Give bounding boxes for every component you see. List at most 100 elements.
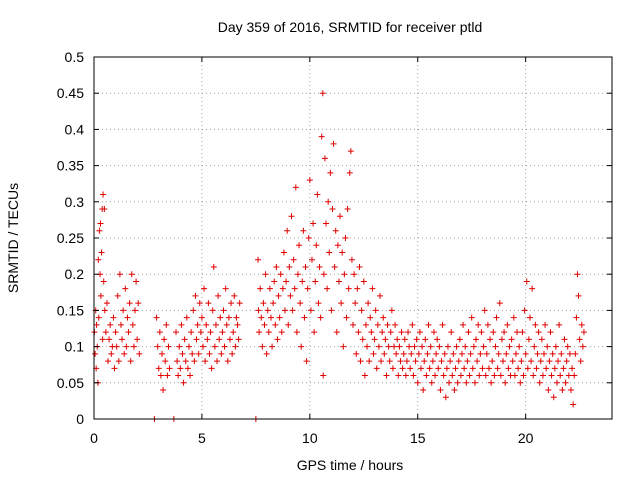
data-point [206, 350, 213, 357]
data-point [372, 307, 379, 314]
data-point [553, 379, 560, 386]
data-point [488, 379, 495, 386]
data-point [408, 350, 415, 357]
x-tick-label: 10 [302, 430, 318, 446]
data-point [359, 336, 366, 343]
data-point [483, 350, 490, 357]
data-point [95, 314, 102, 321]
data-point [108, 350, 115, 357]
data-point [405, 329, 412, 336]
data-point [157, 372, 164, 379]
data-point [346, 169, 353, 176]
data-point [288, 213, 295, 220]
data-point [420, 387, 427, 394]
data-point [465, 329, 472, 336]
data-point [101, 307, 108, 314]
data-point [183, 314, 190, 321]
data-point [339, 249, 346, 256]
data-point [395, 372, 402, 379]
data-point [323, 220, 330, 227]
data-point [103, 300, 110, 307]
data-point [203, 321, 210, 328]
data-point [544, 343, 551, 350]
data-point [198, 314, 205, 321]
data-point [192, 292, 199, 299]
data-point [182, 358, 189, 365]
data-point [280, 249, 287, 256]
data-point [153, 314, 160, 321]
data-point [481, 307, 488, 314]
data-point [208, 365, 215, 372]
data-point [424, 350, 431, 357]
data-point [478, 329, 485, 336]
data-point [430, 329, 437, 336]
data-point [360, 278, 367, 285]
data-point [558, 350, 565, 357]
data-point [294, 271, 301, 278]
data-point [255, 256, 262, 263]
data-point [180, 379, 187, 386]
data-point [438, 358, 445, 365]
data-point [548, 372, 555, 379]
data-point [129, 321, 136, 328]
chart-title: Day 359 of 2016, SRMTID for receiver ptl… [218, 19, 483, 35]
data-point [229, 350, 236, 357]
x-axis-label: GPS time / hours [297, 457, 404, 473]
data-point [292, 184, 299, 191]
data-point [233, 314, 240, 321]
data-point [303, 358, 310, 365]
data-point [93, 321, 100, 328]
data-point [164, 372, 171, 379]
data-point [429, 358, 436, 365]
data-point [230, 329, 237, 336]
data-point [97, 292, 104, 299]
data-point [300, 227, 307, 234]
data-point [156, 329, 163, 336]
data-point [128, 271, 135, 278]
data-point [107, 321, 114, 328]
data-point [533, 365, 540, 372]
data-point [267, 314, 274, 321]
data-point [265, 329, 272, 336]
data-point [476, 372, 483, 379]
data-point [306, 177, 313, 184]
data-point [158, 350, 165, 357]
data-point [226, 336, 233, 343]
data-point [197, 329, 204, 336]
data-point [434, 336, 441, 343]
data-point [545, 387, 552, 394]
data-point [396, 343, 403, 350]
y-tick-label: 0.2 [65, 266, 85, 282]
data-point [573, 314, 580, 321]
data-point [518, 358, 525, 365]
data-point [326, 249, 333, 256]
data-point [271, 278, 278, 285]
data-point [537, 358, 544, 365]
data-point [302, 263, 309, 270]
data-point [174, 358, 181, 365]
data-point [266, 285, 273, 292]
data-point [570, 401, 577, 408]
data-point [279, 285, 286, 292]
data-point [126, 300, 133, 307]
data-point [468, 314, 475, 321]
data-point [335, 278, 342, 285]
data-point [256, 329, 263, 336]
data-point [285, 321, 292, 328]
data-point [398, 329, 405, 336]
data-point [161, 336, 168, 343]
data-point [102, 329, 109, 336]
data-point [298, 343, 305, 350]
data-point [305, 235, 312, 241]
data-point [379, 329, 386, 336]
data-point [577, 358, 584, 365]
data-point [444, 343, 451, 350]
data-point [466, 372, 473, 379]
data-point [218, 350, 225, 357]
data-point [453, 343, 460, 350]
data-point [355, 329, 362, 336]
data-point [402, 372, 409, 379]
x-tick-label: 20 [518, 430, 534, 446]
data-point [173, 329, 180, 336]
data-point [364, 343, 371, 350]
